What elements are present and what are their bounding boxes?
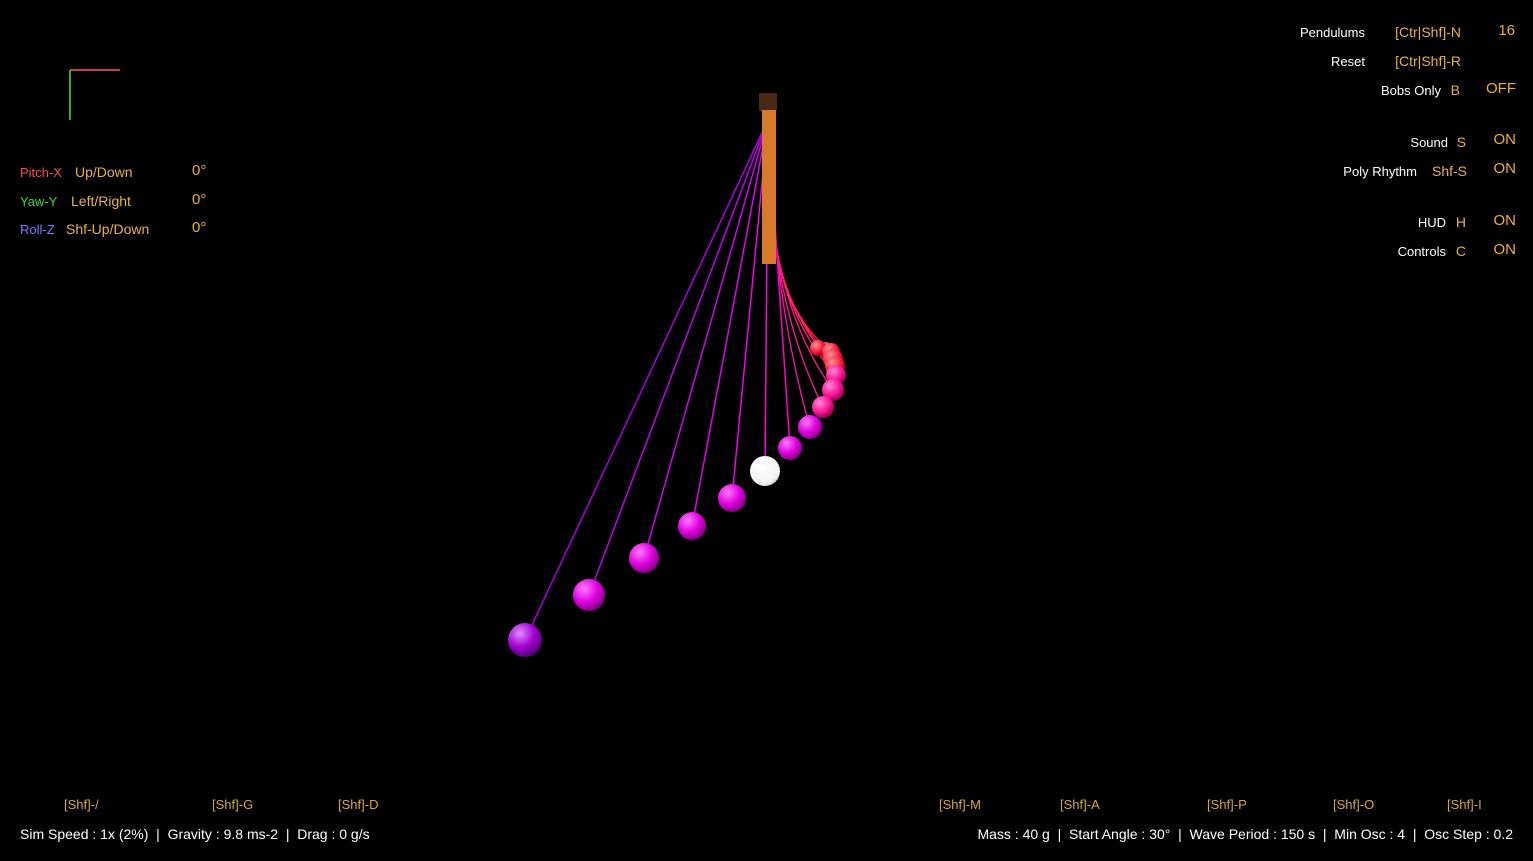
start-angle-key: [Shf]-A	[1060, 797, 1100, 812]
sound-value: ON	[1493, 131, 1517, 148]
bottom-left-status: Sim Speed : 1x (2%) | Gravity : 9.8 ms-2…	[20, 826, 370, 842]
controls-key: C	[1455, 243, 1466, 259]
pitch-key: Up/Down	[75, 164, 133, 180]
sound-label: Sound	[1410, 135, 1448, 150]
pitch-label: Pitch-X	[20, 165, 62, 180]
hud-key: H	[1455, 214, 1466, 230]
roll-label: Roll-Z	[20, 222, 55, 237]
min-osc-key: [Shf]-O	[1333, 797, 1375, 812]
roll-key: Shf-Up/Down	[66, 221, 150, 237]
roll-value: 0°	[192, 219, 207, 236]
wave-period-key: [Shf]-P	[1207, 797, 1247, 812]
pendulum-bob	[812, 396, 834, 418]
sound-key: S	[1456, 134, 1466, 150]
support-bar	[762, 110, 776, 264]
poly-rhythm-key: Shf-S	[1431, 163, 1467, 179]
yaw-value: 0°	[192, 191, 207, 208]
hud-label: HUD	[1417, 215, 1446, 230]
pendulum-bob	[573, 579, 605, 611]
pitch-value: 0°	[192, 162, 207, 179]
pendulum-string	[588, 119, 769, 596]
bobs-only-label: Bobs Only	[1381, 83, 1441, 98]
pendulum-bob	[718, 484, 746, 512]
reset-key: [Ctr|Shf]-R	[1395, 53, 1461, 69]
pendulums-label: Pendulums	[1299, 25, 1365, 40]
reset-label: Reset	[1331, 54, 1365, 69]
pendulum-bob	[678, 512, 706, 540]
bobs-only-value: OFF	[1486, 80, 1516, 97]
pendulum-string	[691, 119, 769, 527]
pendulum-bobs	[508, 340, 846, 657]
pendulum-bob	[798, 415, 822, 439]
pendulum-bob	[629, 543, 659, 573]
pendulum-bob	[778, 436, 802, 460]
poly-rhythm-label: Poly Rhythm	[1343, 164, 1417, 179]
pendulum-strings	[524, 119, 837, 641]
pendulum-string	[643, 119, 769, 559]
pendulums-value: 16	[1498, 22, 1515, 39]
pendulums-key: [Ctr|Shf]-N	[1395, 24, 1461, 40]
poly-rhythm-value: ON	[1493, 160, 1517, 177]
pendulum-bob	[822, 379, 844, 401]
osc-step-key: [Shf]-I	[1447, 797, 1482, 812]
support-bar-top	[759, 93, 777, 111]
controls-value: ON	[1493, 241, 1517, 258]
yaw-key: Left/Right	[71, 193, 131, 209]
mass-key: [Shf]-M	[939, 797, 981, 812]
selected-pendulum-bob	[750, 456, 780, 486]
controls-label: Controls	[1397, 244, 1446, 259]
hud-value: ON	[1493, 212, 1517, 229]
gravity-key: [Shf]-G	[212, 797, 254, 812]
axis-gizmo	[69, 69, 120, 120]
yaw-label: Yaw-Y	[20, 194, 58, 209]
pendulum-bob	[508, 623, 542, 657]
bobs-only-key: B	[1450, 82, 1460, 98]
bottom-right-status: Mass : 40 g | Start Angle : 30° | Wave P…	[977, 826, 1513, 842]
sim-speed-key: [Shf]-/	[64, 797, 99, 812]
drag-key: [Shf]-D	[338, 797, 379, 812]
pendulum-string	[524, 119, 769, 641]
